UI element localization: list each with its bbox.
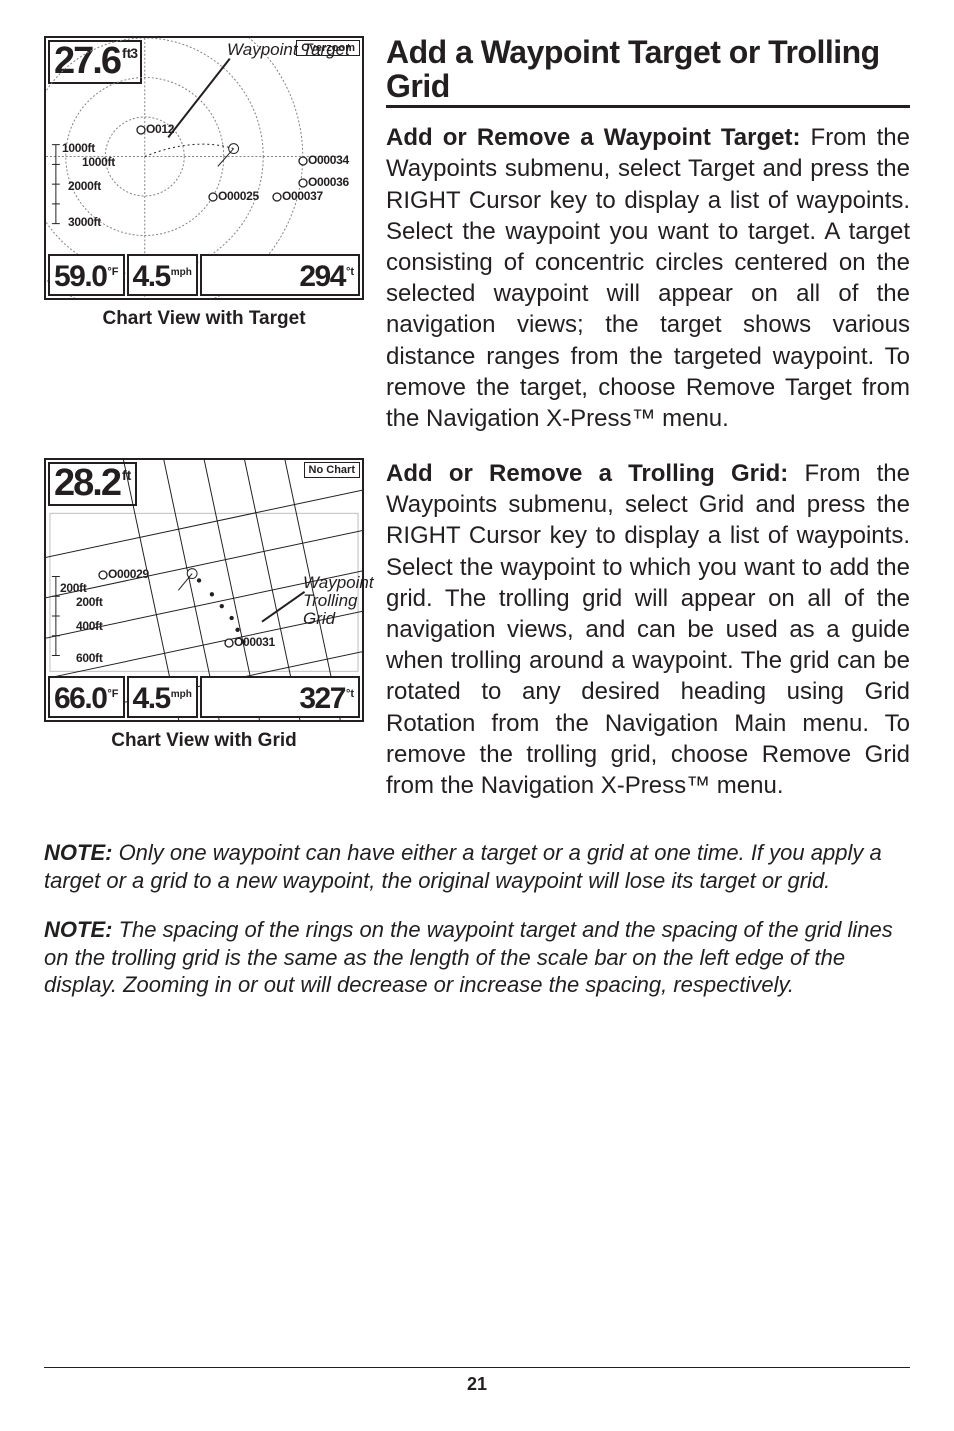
paragraph-lead: Add or Remove a Trolling Grid: bbox=[386, 460, 788, 487]
waypoint-label: O00025 bbox=[218, 189, 259, 203]
scale-label: 3000ft bbox=[68, 216, 101, 228]
depth-value: 28.2 bbox=[54, 464, 120, 502]
callout-trolling-grid: Waypoint Trolling Grid bbox=[303, 574, 373, 628]
temp-readout: 66.0°F bbox=[48, 676, 125, 718]
paragraph-body: From the Waypoints submenu, select Grid … bbox=[386, 460, 910, 799]
bottom-readout-bar: 66.0°F 4.5mph 327°t bbox=[48, 676, 360, 718]
note-body: The spacing of the rings on the waypoint… bbox=[44, 917, 893, 997]
scale-label: 1000ft bbox=[82, 156, 115, 168]
chart-view-target-screen: Overzoom 27.6 ft 3 bbox=[44, 36, 364, 300]
callout-waypoint-target: Waypoint Target bbox=[227, 41, 350, 59]
page-number: 21 bbox=[467, 1374, 487, 1394]
scale-label: 1000ft bbox=[62, 142, 95, 154]
note-lead: NOTE: bbox=[44, 917, 112, 942]
note-lead: NOTE: bbox=[44, 840, 112, 865]
scale-label: 200ft bbox=[60, 582, 87, 594]
paragraph-grid: Add or Remove a Trolling Grid: From the … bbox=[386, 458, 910, 801]
temp-readout: 59.0°F bbox=[48, 254, 125, 296]
speed-readout: 4.5mph bbox=[127, 676, 198, 718]
waypoint-label: O00029 bbox=[108, 567, 149, 581]
scale-label: 2000ft bbox=[68, 180, 101, 192]
waypoint-label: O00037 bbox=[282, 189, 323, 203]
note-2: NOTE: The spacing of the rings on the wa… bbox=[44, 916, 910, 999]
nochart-badge: No Chart bbox=[304, 462, 360, 478]
paragraph-target: Add or Remove a Waypoint Target: From th… bbox=[386, 122, 910, 434]
waypoint-label: O00034 bbox=[308, 153, 349, 167]
depth-value: 27.6 bbox=[54, 42, 120, 80]
note-body: Only one waypoint can have either a targ… bbox=[44, 840, 882, 893]
page-footer: 21 bbox=[44, 1367, 910, 1395]
paragraph-body: From the Waypoints submenu, select Targe… bbox=[386, 124, 910, 432]
figure-caption: Chart View with Grid bbox=[111, 730, 296, 752]
waypoint-label: O00036 bbox=[308, 175, 349, 189]
depth-readout: 28.2 ft bbox=[48, 462, 137, 506]
figure-caption: Chart View with Target bbox=[102, 308, 305, 330]
depth-unit: ft bbox=[122, 468, 131, 482]
speed-readout: 4.5mph bbox=[127, 254, 198, 296]
heading-readout: 327°t bbox=[200, 676, 360, 718]
scale-label: 400ft bbox=[76, 620, 103, 632]
heading-readout: 294°t bbox=[200, 254, 360, 296]
depth-readout: 27.6 ft 3 bbox=[48, 40, 142, 84]
scale-label: 600ft bbox=[76, 652, 103, 664]
bottom-readout-bar: 59.0°F 4.5mph 294°t bbox=[48, 254, 360, 296]
depth-suffix: 3 bbox=[130, 46, 136, 60]
scale-label: 200ft bbox=[76, 596, 103, 608]
waypoint-label: O00031 bbox=[234, 635, 275, 649]
note-1: NOTE: Only one waypoint can have either … bbox=[44, 839, 910, 894]
paragraph-lead: Add or Remove a Waypoint Target: bbox=[386, 124, 800, 151]
section-title: Add a Waypoint Target or Trolling Grid bbox=[386, 36, 910, 108]
